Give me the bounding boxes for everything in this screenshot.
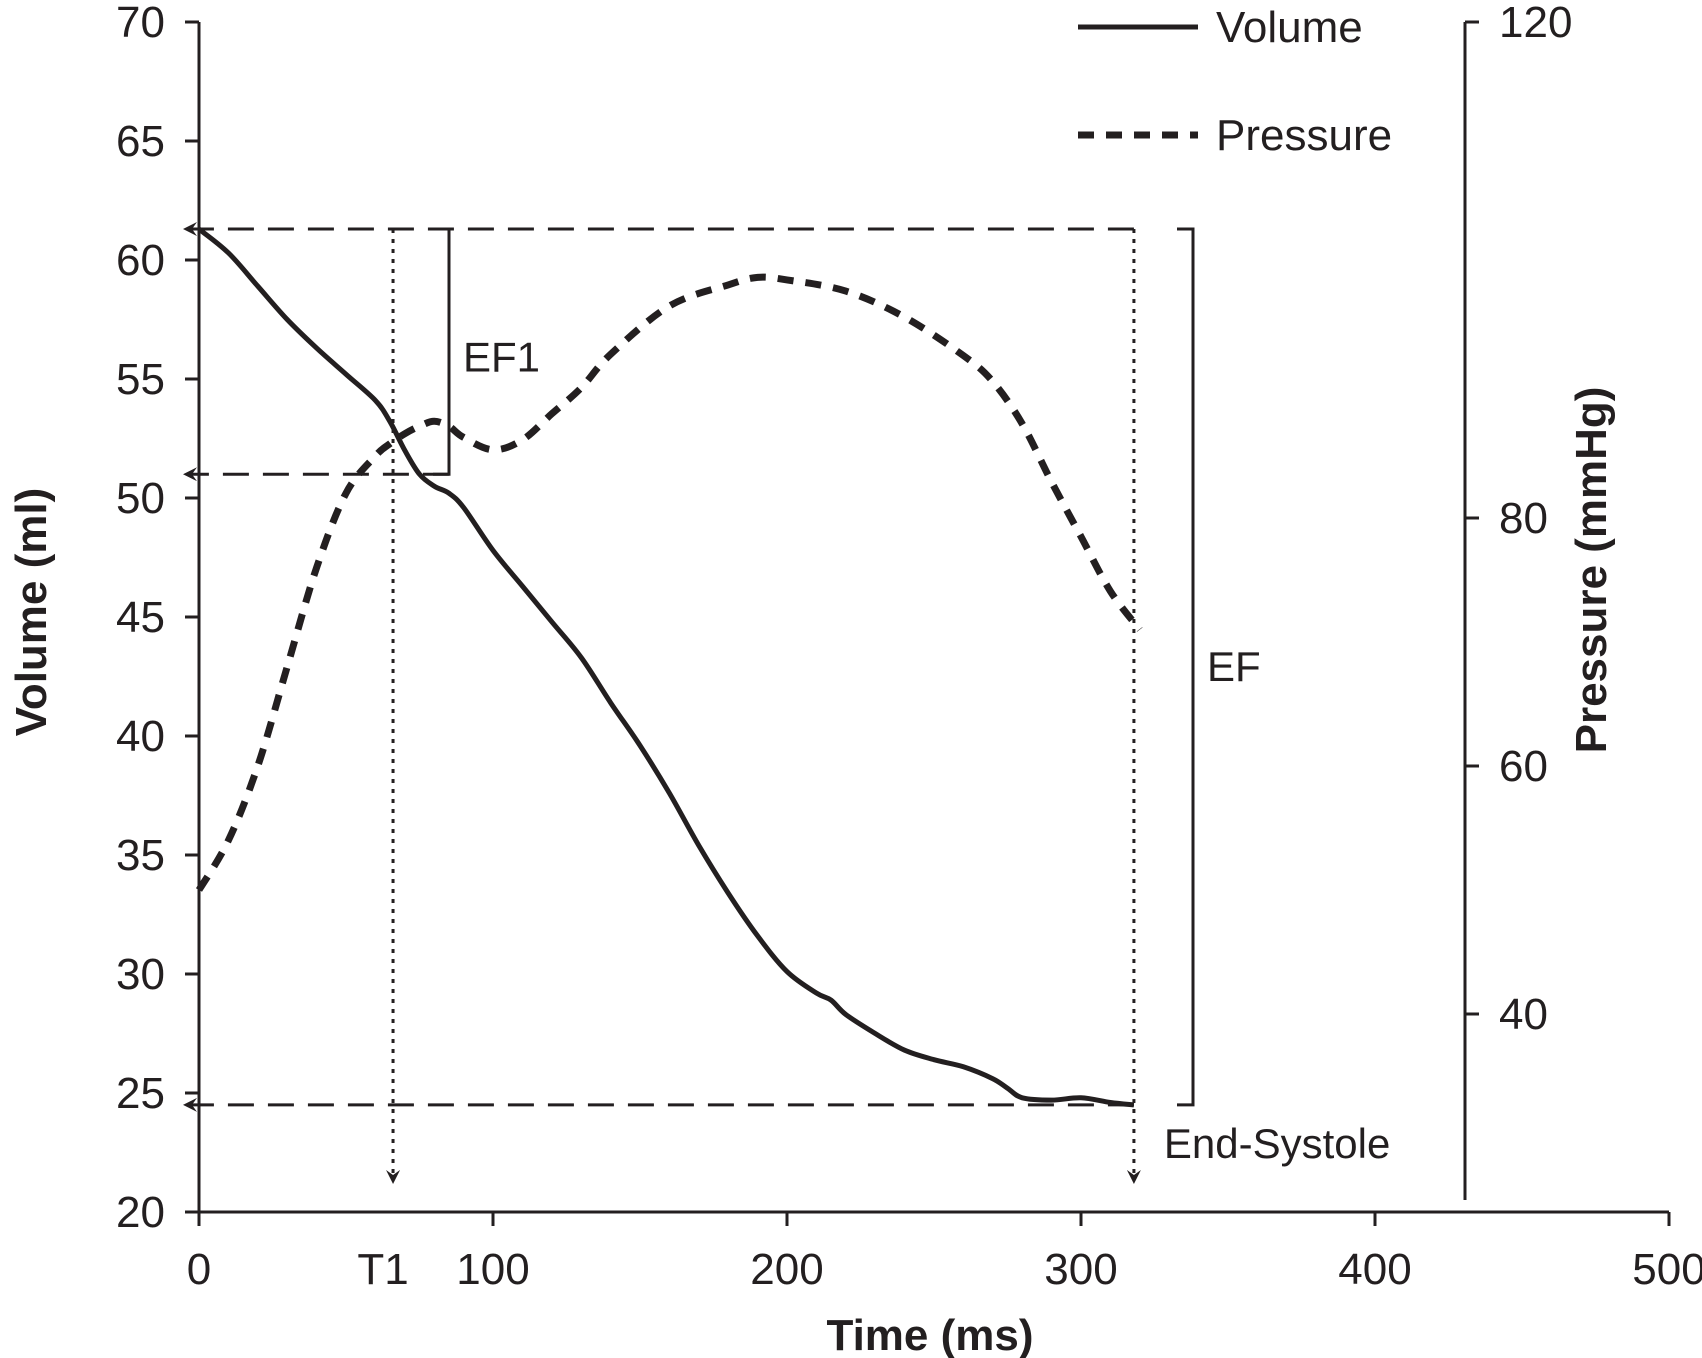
- y-tick-label: 65: [116, 117, 165, 166]
- y-tick-label: 25: [116, 1069, 165, 1118]
- y-tick-label: 50: [116, 474, 165, 523]
- y2-tick-label: 60: [1499, 742, 1548, 791]
- annotations-group: EF1 EF T1 End-Systole: [357, 227, 1390, 1294]
- y-tick-label: 70: [116, 0, 165, 47]
- series-line-volume: [197, 227, 1135, 1108]
- ef1-bracket: [433, 227, 451, 476]
- legend-label-volume: Volume: [1216, 3, 1363, 52]
- series-line-pressure: [195, 273, 1143, 892]
- t1-label: T1: [357, 1245, 408, 1294]
- end-systole-label: End-Systole: [1164, 1120, 1390, 1167]
- y-tick-label: 35: [116, 831, 165, 880]
- legend: Volume Pressure: [1078, 3, 1392, 160]
- y-tick-label: 20: [116, 1188, 165, 1237]
- y-tick-label: 45: [116, 593, 165, 642]
- y2-tick-label: 40: [1499, 990, 1548, 1039]
- x-tick-label: 100: [456, 1245, 529, 1294]
- legend-label-pressure: Pressure: [1216, 111, 1392, 160]
- x-tick-label: 500: [1632, 1245, 1702, 1294]
- guide-lines-group: [183, 222, 1141, 1184]
- x-tick-label: 0: [187, 1245, 211, 1294]
- y2-tick-label: 80: [1499, 494, 1548, 543]
- ef-label: EF: [1207, 643, 1261, 690]
- x-tick-label: 200: [750, 1245, 823, 1294]
- y-tick-label: 30: [116, 950, 165, 999]
- x-tick-label: 300: [1044, 1245, 1117, 1294]
- x-tick-label: 400: [1338, 1245, 1411, 1294]
- y-axis-title: Volume (ml): [7, 488, 56, 737]
- ef1-label: EF1: [463, 334, 540, 381]
- y2-axis-title: Pressure (mmHg): [1567, 387, 1616, 754]
- y-tick-label: 60: [116, 236, 165, 285]
- y-tick-label: 55: [116, 355, 165, 404]
- series-group: [195, 227, 1143, 1108]
- y2-tick-label: 120: [1499, 0, 1572, 47]
- ef-bracket: [1177, 227, 1195, 1107]
- axes-group: 0 100 200 300 400 500 20 25 30 35 40 45 50 55 60 65 70 40…: [116, 0, 1702, 1294]
- y-tick-label: 40: [116, 712, 165, 761]
- x-axis-title: Time (ms): [826, 1311, 1033, 1358]
